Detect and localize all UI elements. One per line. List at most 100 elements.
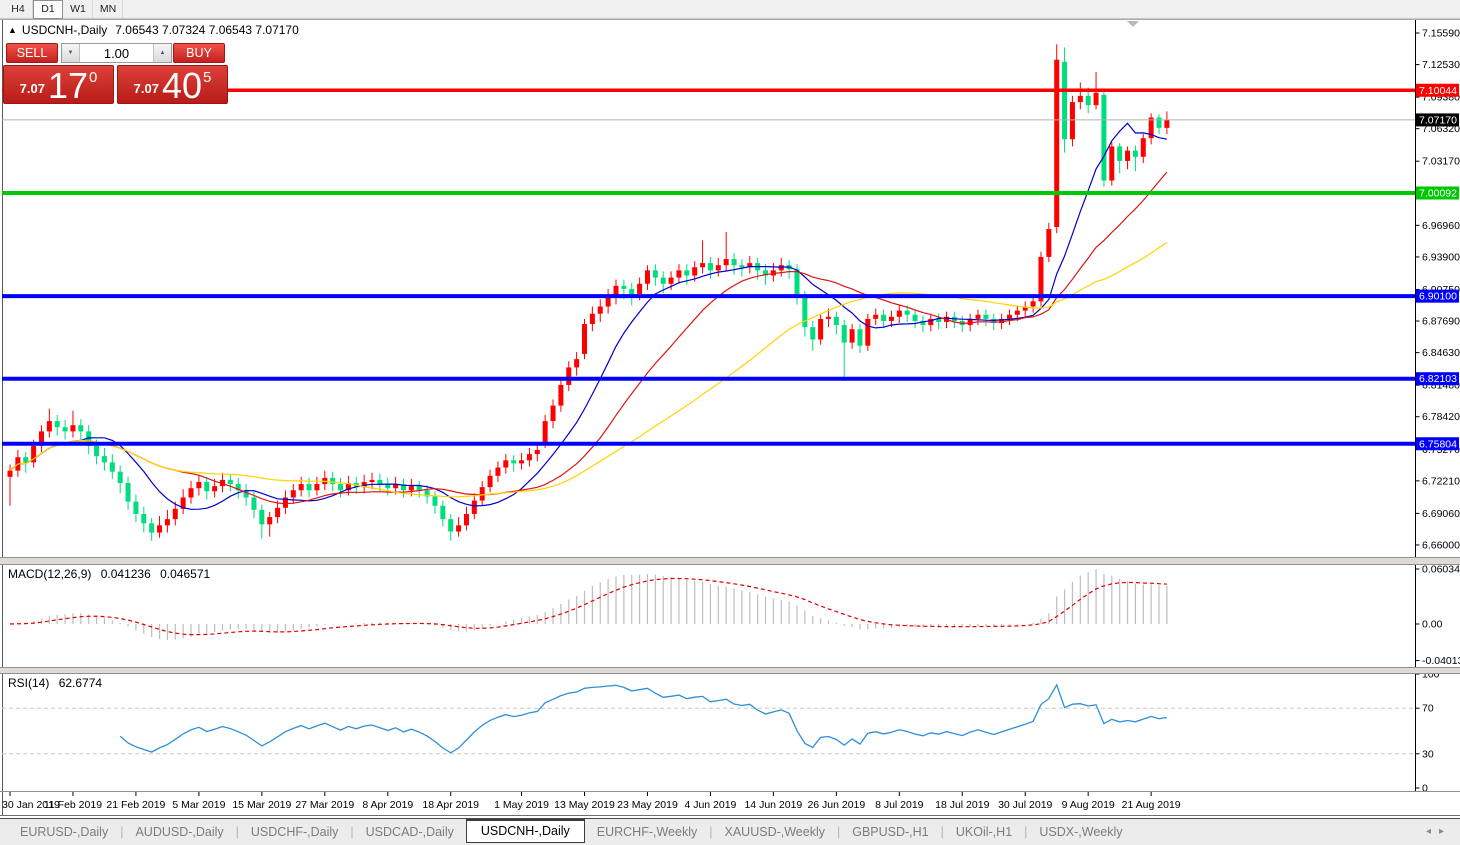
svg-text:23 May 2019: 23 May 2019 — [617, 799, 678, 811]
svg-text:6.93900: 6.93900 — [1422, 251, 1460, 263]
tab-scroll-left-icon[interactable]: ◂ — [1425, 826, 1439, 837]
sell-price-big: 17 — [47, 65, 88, 106]
rsi-indicator-label: RSI(14) 62.6774 — [8, 676, 108, 690]
svg-text:5 Mar 2019: 5 Mar 2019 — [172, 799, 225, 811]
svg-text:70: 70 — [1422, 703, 1434, 715]
macd-signal-value: 0.046571 — [160, 567, 211, 581]
rsi-name: RSI(14) — [8, 676, 50, 690]
svg-text:6.87690: 6.87690 — [1422, 316, 1460, 328]
ma-10-line — [9, 122, 1168, 510]
svg-text:30: 30 — [1422, 748, 1434, 760]
svg-text:8 Apr 2019: 8 Apr 2019 — [362, 799, 413, 811]
svg-text:27 Mar 2019: 27 Mar 2019 — [295, 799, 354, 811]
tab-divider: | — [940, 825, 944, 839]
tab-scroll-right-icon[interactable]: ▸ — [1438, 826, 1452, 837]
ma-21-line — [9, 171, 1168, 505]
shift-marker-icon — [1127, 21, 1139, 27]
buy-button[interactable]: BUY — [173, 43, 225, 63]
svg-text:0.00: 0.00 — [1422, 619, 1443, 631]
tab-usdx-weekly[interactable]: USDX-,Weekly — [1039, 825, 1123, 839]
svg-text:9 Aug 2019: 9 Aug 2019 — [1062, 799, 1115, 811]
macd-pane: 0.060343 0.00 -0.040136 — [9, 564, 1460, 667]
timeframe-button-d1[interactable]: D1 — [33, 0, 63, 19]
buy-price-box[interactable]: 7.07 40 5 — [117, 65, 228, 104]
chart-symbol-label: USDCNH-,Daily — [21, 23, 108, 37]
svg-text:7.07170: 7.07170 — [1419, 114, 1457, 126]
buy-price-prefix: 7.07 — [133, 81, 159, 96]
svg-text:6.72210: 6.72210 — [1422, 475, 1460, 487]
tab-divider: | — [350, 825, 354, 839]
tab-scroll-arrows[interactable]: ◂▸ — [1426, 826, 1452, 837]
tab-eurusd-daily[interactable]: EURUSD-,Daily — [20, 825, 109, 839]
svg-text:6.66000: 6.66000 — [1422, 539, 1460, 551]
price-axis: 7.155907.125307.093807.063207.031706.969… — [1415, 20, 1460, 791]
tab-divider: | — [235, 825, 239, 839]
one-click-collapse-icon[interactable]: ▲ — [8, 25, 17, 35]
timeframe-button-w1[interactable]: W1 — [63, 0, 93, 19]
svg-text:7.10044: 7.10044 — [1419, 85, 1457, 97]
svg-text:30 Jul 2019: 30 Jul 2019 — [998, 799, 1052, 811]
timeframe-button-mn[interactable]: MN — [93, 0, 123, 19]
tab-divider: | — [120, 825, 124, 839]
macd-name: MACD(12,26,9) — [8, 567, 92, 581]
tab-eurchf-weekly[interactable]: EURCHF-,Weekly — [596, 825, 698, 839]
tab-divider: | — [1024, 825, 1028, 839]
svg-text:6.84630: 6.84630 — [1422, 347, 1460, 359]
timeframe-button-h4[interactable]: H4 — [3, 0, 33, 19]
svg-text:6.90100: 6.90100 — [1419, 291, 1457, 303]
svg-text:6.96960: 6.96960 — [1422, 220, 1460, 232]
svg-text:21 Feb 2019: 21 Feb 2019 — [106, 799, 165, 811]
volume-increase-button[interactable]: ▲ — [153, 44, 171, 62]
svg-text:7.15590: 7.15590 — [1422, 28, 1460, 40]
tab-ukoil-h1[interactable]: UKOil-,H1 — [955, 825, 1013, 839]
svg-text:7.03170: 7.03170 — [1422, 156, 1460, 168]
svg-text:15 Mar 2019: 15 Mar 2019 — [232, 799, 291, 811]
chart-ohlc-values: 7.06543 7.07324 7.06543 7.07170 — [115, 23, 299, 37]
rsi-value: 62.6774 — [58, 676, 103, 690]
tab-divider: | — [836, 825, 841, 839]
volume-input[interactable] — [80, 44, 153, 62]
rsi-line — [119, 683, 1167, 754]
tab-usdcad-daily[interactable]: USDCAD-,Daily — [365, 825, 454, 839]
svg-text:26 Jun 2019: 26 Jun 2019 — [807, 799, 865, 811]
horizontal-levels-layer — [2, 21, 1416, 446]
macd-main-value: 0.041236 — [100, 567, 151, 581]
sell-price-box[interactable]: 7.07 17 0 — [3, 65, 114, 104]
tab-xauusd-weekly[interactable]: XAUUSD-,Weekly — [724, 825, 825, 839]
svg-text:7.00092: 7.00092 — [1419, 188, 1457, 200]
svg-text:0: 0 — [1422, 783, 1428, 795]
buy-price-sup: 5 — [203, 69, 212, 86]
chart-tab-bar: EURUSD-,Daily | AUDUSD-,Daily | USDCHF-,Dail… — [0, 818, 1460, 845]
svg-text:30 Jan 2019: 30 Jan 2019 — [2, 799, 60, 811]
chart-canvas[interactable]: 7.155907.125307.093807.063207.031706.969… — [0, 19, 1460, 818]
volume-decrease-button[interactable]: ▼ — [62, 44, 80, 62]
timeframe-toolbar: H4 D1 W1 MN — [0, 0, 1460, 19]
svg-text:4 Jun 2019: 4 Jun 2019 — [684, 799, 736, 811]
candles-layer — [7, 44, 1170, 541]
sell-price-prefix: 7.07 — [19, 81, 45, 96]
svg-text:-0.040136: -0.040136 — [1422, 655, 1460, 667]
tab-usdcnh-daily[interactable]: USDCNH-,Daily — [465, 818, 585, 843]
tab-usdchf-daily[interactable]: USDCHF-,Daily — [250, 825, 339, 839]
svg-text:14 Jun 2019: 14 Jun 2019 — [744, 799, 802, 811]
svg-text:6.82103: 6.82103 — [1419, 373, 1457, 385]
tab-divider: | — [709, 825, 713, 839]
svg-text:0.060343: 0.060343 — [1422, 564, 1460, 576]
svg-text:6.75804: 6.75804 — [1419, 438, 1457, 450]
sell-price-sup: 0 — [89, 69, 98, 86]
tab-audusd-daily[interactable]: AUDUSD-,Daily — [135, 825, 224, 839]
sell-button[interactable]: SELL — [6, 43, 58, 63]
svg-text:8 Jul 2019: 8 Jul 2019 — [875, 799, 924, 811]
svg-text:6.78420: 6.78420 — [1422, 411, 1460, 423]
svg-text:1 May 2019: 1 May 2019 — [494, 799, 549, 811]
ma-40-line — [9, 241, 1168, 498]
svg-text:11 Feb 2019: 11 Feb 2019 — [44, 799, 102, 811]
volume-spinner: ▼ ▲ — [61, 43, 172, 63]
tab-gbpusd-h1[interactable]: GBPUSD-,H1 — [852, 825, 929, 839]
macd-indicator-label: MACD(12,26,9) 0.041236 0.046571 — [8, 567, 216, 581]
svg-text:7.12530: 7.12530 — [1422, 59, 1460, 71]
macd-signal-line — [9, 577, 1167, 636]
